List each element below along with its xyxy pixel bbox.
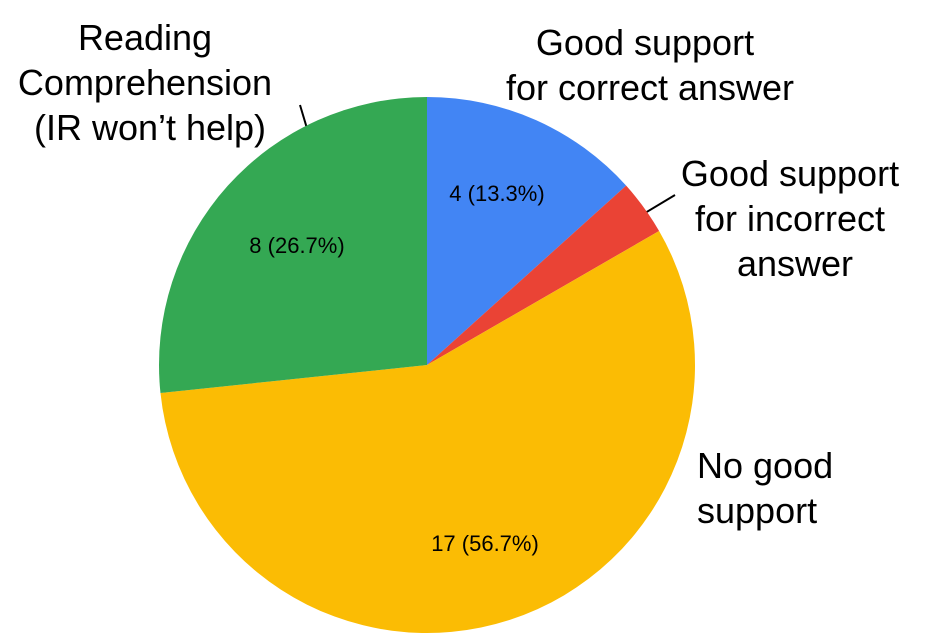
value-label: 17 (56.7%) (431, 531, 539, 556)
value-label: 8 (26.7%) (249, 233, 344, 258)
pie-slice (427, 97, 627, 365)
category-label: Reading Comprehension (IR won’t help) (18, 17, 282, 148)
category-label: No good support (697, 445, 843, 531)
pie-slice (160, 231, 695, 634)
pie-slice (159, 97, 427, 394)
category-label: Good support for incorrect answer (681, 153, 909, 284)
pie-slice (427, 185, 660, 365)
value-label: 4 (13.3%) (449, 181, 544, 206)
category-label: Good support for correct answer (506, 22, 794, 108)
